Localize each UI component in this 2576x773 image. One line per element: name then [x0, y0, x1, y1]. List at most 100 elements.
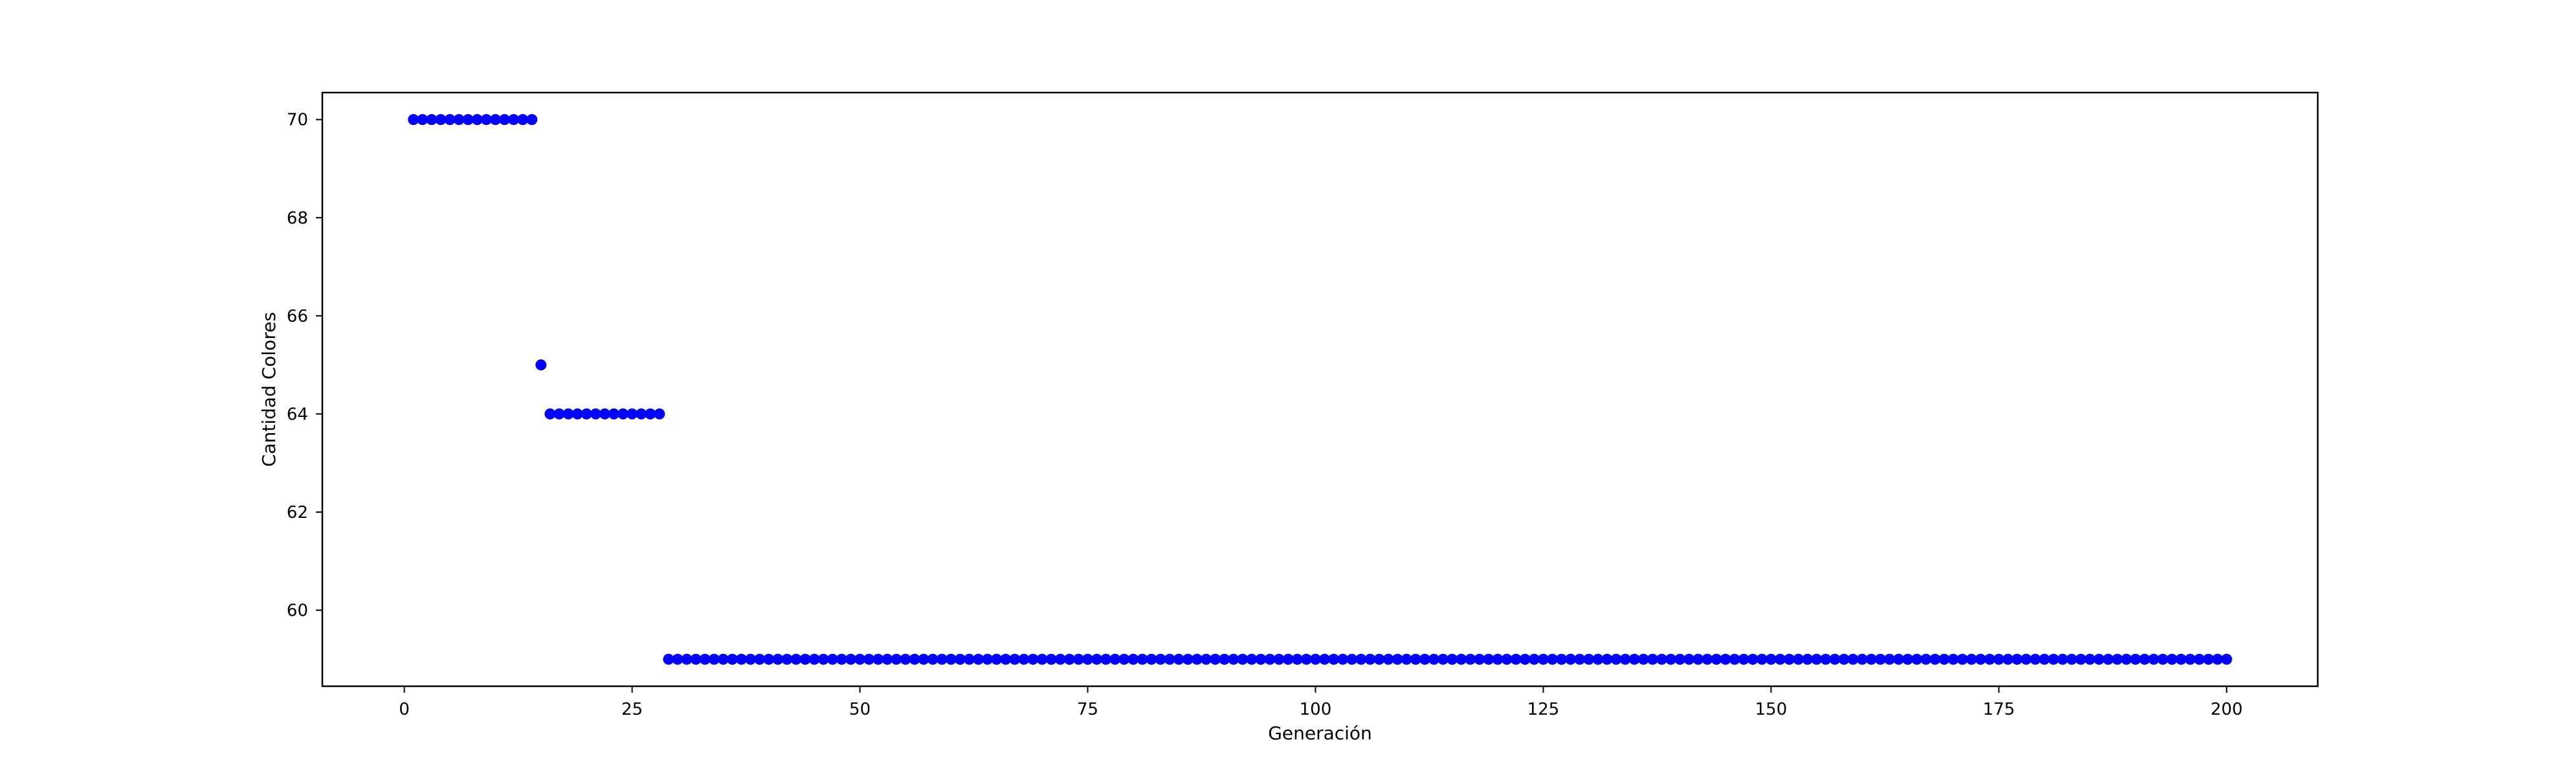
x-tick-label: 75 — [1077, 700, 1098, 719]
data-point — [2057, 653, 2069, 665]
data-point — [627, 408, 638, 420]
data-point — [1319, 653, 1331, 665]
y-axis-label: Cantidad Colores — [258, 312, 280, 467]
data-point — [1920, 653, 1932, 665]
data-point — [1346, 653, 1358, 665]
data-point — [471, 114, 483, 126]
data-point — [1610, 653, 1622, 665]
data-point — [1447, 653, 1458, 665]
data-point — [2021, 653, 2032, 665]
data-point — [1665, 653, 1676, 665]
data-point — [1155, 653, 1166, 665]
data-point — [2075, 653, 2087, 665]
data-point — [2203, 653, 2214, 665]
data-point — [681, 653, 693, 665]
data-point — [2039, 653, 2050, 665]
data-point — [1874, 653, 1886, 665]
data-point — [863, 653, 875, 665]
data-point — [489, 114, 501, 126]
data-point — [1601, 653, 1613, 665]
data-point — [1373, 653, 1385, 665]
data-point — [654, 408, 665, 420]
y-tick-label: 68 — [287, 208, 308, 228]
data-point — [1929, 653, 1941, 665]
data-point — [1100, 653, 1112, 665]
data-point — [854, 653, 866, 665]
data-point — [1091, 653, 1103, 665]
data-point — [2084, 653, 2096, 665]
data-point — [1401, 653, 1412, 665]
data-point — [772, 653, 784, 665]
data-point — [1246, 653, 1258, 665]
data-point — [754, 653, 766, 665]
data-point — [1456, 653, 1467, 665]
data-point — [1948, 653, 1959, 665]
data-point — [745, 653, 757, 665]
data-point — [1984, 653, 1995, 665]
data-point — [1182, 653, 1194, 665]
data-point — [964, 653, 975, 665]
y-tick-label: 66 — [287, 307, 308, 326]
data-point — [1118, 653, 1130, 665]
data-point — [672, 653, 683, 665]
data-point — [1747, 653, 1759, 665]
data-point — [2002, 653, 2014, 665]
data-point — [1300, 653, 1312, 665]
data-point — [1592, 653, 1604, 665]
data-point — [1993, 653, 2004, 665]
data-point — [1173, 653, 1184, 665]
data-point — [2030, 653, 2041, 665]
data-point — [2212, 653, 2223, 665]
data-point — [1628, 653, 1640, 665]
data-point — [1127, 653, 1139, 665]
data-point — [1656, 653, 1667, 665]
data-point — [462, 114, 474, 126]
data-point — [590, 408, 601, 420]
x-tick-label: 125 — [1527, 700, 1560, 719]
data-point — [1438, 653, 1449, 665]
data-point — [1519, 653, 1531, 665]
data-point — [1109, 653, 1121, 665]
data-point — [1382, 653, 1394, 665]
data-point — [1583, 653, 1595, 665]
data-point — [1856, 653, 1868, 665]
data-point — [617, 408, 629, 420]
data-point — [1638, 653, 1649, 665]
data-point — [1309, 653, 1321, 665]
data-point — [845, 653, 857, 665]
data-point — [1811, 653, 1823, 665]
data-point — [1282, 653, 1294, 665]
data-point — [1975, 653, 1986, 665]
data-point — [1009, 653, 1021, 665]
data-point — [1210, 653, 1221, 665]
x-tick-label: 50 — [849, 700, 871, 719]
data-point — [945, 653, 957, 665]
data-point — [2011, 653, 2023, 665]
data-point — [1966, 653, 1977, 665]
data-point — [763, 653, 775, 665]
data-point — [891, 653, 902, 665]
data-point — [1054, 653, 1066, 665]
data-point — [799, 653, 811, 665]
data-point — [417, 114, 428, 126]
data-point — [1565, 653, 1577, 665]
data-point — [1820, 653, 1832, 665]
data-point — [1546, 653, 1558, 665]
data-point — [2193, 653, 2205, 665]
data-point — [636, 408, 647, 420]
data-point — [991, 653, 1003, 665]
y-tick-label: 62 — [287, 503, 308, 522]
data-point — [2048, 653, 2060, 665]
data-point — [836, 653, 847, 665]
data-point — [1255, 653, 1267, 665]
data-point — [1164, 653, 1175, 665]
data-point — [882, 653, 893, 665]
x-tick-label: 100 — [1300, 700, 1332, 719]
data-point — [1501, 653, 1513, 665]
data-point — [918, 653, 929, 665]
data-point — [572, 408, 583, 420]
data-point — [708, 653, 720, 665]
data-point — [1410, 653, 1421, 665]
y-tick-label: 70 — [287, 111, 308, 130]
